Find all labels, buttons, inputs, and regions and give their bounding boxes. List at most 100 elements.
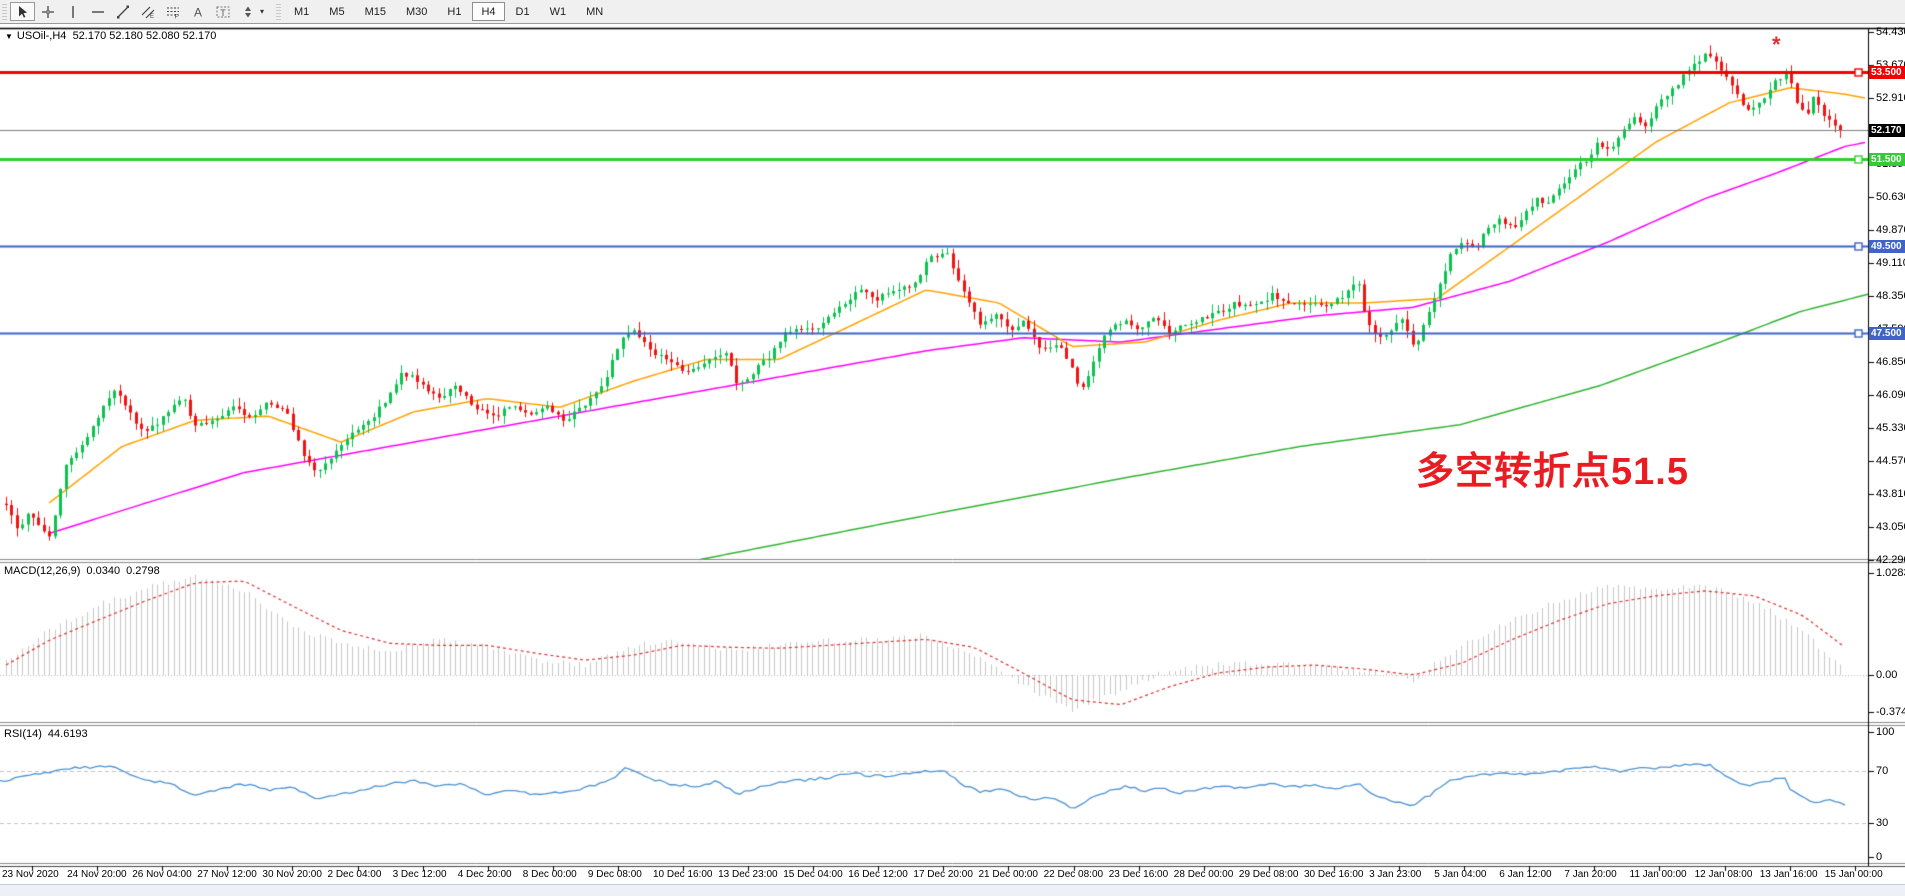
timeframe-button-m1[interactable]: M1 <box>285 2 318 21</box>
arrows-dropdown-caret[interactable]: ▾ <box>260 7 265 16</box>
symbol-dropdown-icon[interactable]: ▼ <box>5 32 13 41</box>
timeframe-button-h4[interactable]: H4 <box>472 2 505 21</box>
sell-marker-icon: * <box>1772 32 1781 57</box>
rsi-axis-label: 0 <box>1876 851 1883 863</box>
arrows-icon <box>241 5 255 19</box>
time-axis-label: 6 Jan 12:00 <box>1499 869 1552 880</box>
price-axis-label: 44.570 <box>1876 454 1905 467</box>
text-label-icon: T <box>216 5 230 19</box>
price-tag-47.500[interactable]: 47.500 <box>1869 326 1905 340</box>
time-axis-label: 26 Nov 04:00 <box>132 869 192 880</box>
price-axis-label: 48.350 <box>1876 290 1905 303</box>
time-axis-label: 29 Dec 08:00 <box>1238 869 1299 880</box>
symbol-info: ▼ USOil-,H4 52.170 52.180 52.080 52.170 <box>5 30 216 42</box>
time-axis-label: 22 Dec 08:00 <box>1043 869 1104 880</box>
svg-text:A: A <box>194 5 202 19</box>
crosshair-tool-button[interactable] <box>35 2 60 21</box>
time-axis-label: 13 Jan 16:00 <box>1759 869 1818 880</box>
timeframe-button-m5[interactable]: M5 <box>320 2 353 21</box>
vertical-line-tool-button[interactable] <box>60 2 85 21</box>
time-axis-label: 27 Nov 12:00 <box>197 869 257 880</box>
time-axis-label: 3 Dec 12:00 <box>392 869 447 880</box>
timeframe-button-mn[interactable]: MN <box>577 2 612 21</box>
cursor-icon <box>16 5 30 19</box>
macd-axis-label: -0.3748 <box>1876 706 1905 719</box>
price-axis-label: 54.430 <box>1876 26 1905 38</box>
text-label-tool-button[interactable]: T <box>210 2 235 21</box>
time-axis-label: 28 Dec 00:00 <box>1173 869 1234 880</box>
time-axis-label: 2 Dec 04:00 <box>327 869 382 880</box>
macd-main-value: 0.0340 <box>86 565 121 577</box>
rsi-indicator-label: RSI(14) 44.6193 <box>4 728 94 740</box>
time-axis-label: 23 Nov 2020 <box>2 869 59 880</box>
macd-indicator-label: MACD(12,26,9) 0.0340 0.2798 <box>4 565 166 577</box>
time-axis-label: 15 Jan 00:00 <box>1824 869 1883 880</box>
symbol-quotes: 52.170 52.180 52.080 52.170 <box>72 30 217 42</box>
price-axis-label: 46.850 <box>1876 355 1905 368</box>
text-icon: A <box>191 5 205 19</box>
price-axis-label: 42.290 <box>1876 554 1905 566</box>
price-tag-51.500[interactable]: 51.500 <box>1869 152 1905 166</box>
fibonacci-icon: F <box>166 5 180 19</box>
timeframe-button-h1[interactable]: H1 <box>438 2 470 21</box>
trendline-icon <box>116 5 130 19</box>
price-tag-49.500[interactable]: 49.500 <box>1869 239 1905 253</box>
rsi-name: RSI(14) <box>4 728 42 740</box>
chart-annotation-text: 多空转折点51.5 <box>1416 451 1689 493</box>
time-axis-label: 15 Dec 04:00 <box>783 869 843 880</box>
toolbar: E F A T ▾ M1 M5 M15 M30 H1 H4 D1 W1 MN <box>0 0 1905 24</box>
rsi-axis-label: 30 <box>1876 817 1889 829</box>
macd-axis-label: 1.0283 <box>1876 567 1905 580</box>
timeframe-button-m30[interactable]: M30 <box>397 2 436 21</box>
toolbar-grip[interactable] <box>2 3 7 20</box>
horizontal-line-icon <box>91 5 105 19</box>
horizontal-line-tool-button[interactable] <box>85 2 110 21</box>
svg-text:T: T <box>220 7 226 17</box>
macd-signal-value: 0.2798 <box>126 565 160 577</box>
timeframe-button-m15[interactable]: M15 <box>356 2 395 21</box>
arrows-tool-button[interactable] <box>235 2 260 21</box>
svg-text:F: F <box>174 14 178 19</box>
price-axis-label: 49.870 <box>1876 224 1905 237</box>
timeframe-button-d1[interactable]: D1 <box>507 2 539 21</box>
crosshair-icon <box>41 5 55 19</box>
equidistant-channel-tool-button[interactable]: E <box>135 2 160 21</box>
cursor-tool-button[interactable] <box>10 2 35 21</box>
time-axis-label: 24 Nov 20:00 <box>67 869 127 880</box>
time-axis-label: 10 Dec 16:00 <box>653 869 713 880</box>
time-axis-label: 5 Jan 04:00 <box>1434 869 1487 880</box>
rsi-value: 44.6193 <box>47 728 88 740</box>
macd-name: MACD(12,26,9) <box>4 565 81 577</box>
svg-text:E: E <box>150 14 154 19</box>
toolbar-grip[interactable] <box>276 3 281 20</box>
price-axis-label: 52.910 <box>1876 92 1905 105</box>
time-axis-label: 16 Dec 12:00 <box>848 869 908 880</box>
symbol-title: USOil-,H4 <box>16 30 67 42</box>
time-axis-label: 13 Dec 23:00 <box>718 869 778 880</box>
price-axis-label: 43.810 <box>1876 487 1905 500</box>
time-axis-label: 9 Dec 08:00 <box>587 869 642 880</box>
time-axis-label: 8 Dec 00:00 <box>522 869 577 880</box>
text-tool-button[interactable]: A <box>185 2 210 21</box>
time-axis-label: 21 Dec 00:00 <box>978 869 1039 880</box>
price-axis-label: 45.330 <box>1876 421 1905 434</box>
status-strip <box>0 884 1905 896</box>
time-axis-label: 30 Dec 16:00 <box>1304 869 1364 880</box>
time-axis-label: 11 Jan 00:00 <box>1629 869 1687 880</box>
price-axis-label: 50.630 <box>1876 191 1905 204</box>
time-axis-label: 23 Dec 16:00 <box>1108 869 1169 880</box>
time-axis-label: 3 Jan 23:00 <box>1369 869 1422 880</box>
timeframe-button-w1[interactable]: W1 <box>541 2 576 21</box>
fibonacci-tool-button[interactable]: F <box>160 2 185 21</box>
price-tag-52.170: 52.170 <box>1869 123 1905 137</box>
macd-axis-label: 0.00 <box>1876 669 1898 681</box>
time-axis-label: 17 Dec 20:00 <box>913 869 973 880</box>
time-axis-label: 30 Nov 20:00 <box>262 869 322 880</box>
time-axis-label: 7 Jan 20:00 <box>1564 869 1617 880</box>
rsi-axis-label: 100 <box>1876 726 1895 738</box>
rsi-axis-label: 70 <box>1876 765 1889 777</box>
price-axis-label: 46.090 <box>1876 388 1905 401</box>
price-tag-53.500[interactable]: 53.500 <box>1869 65 1905 79</box>
trendline-tool-button[interactable] <box>110 2 135 21</box>
